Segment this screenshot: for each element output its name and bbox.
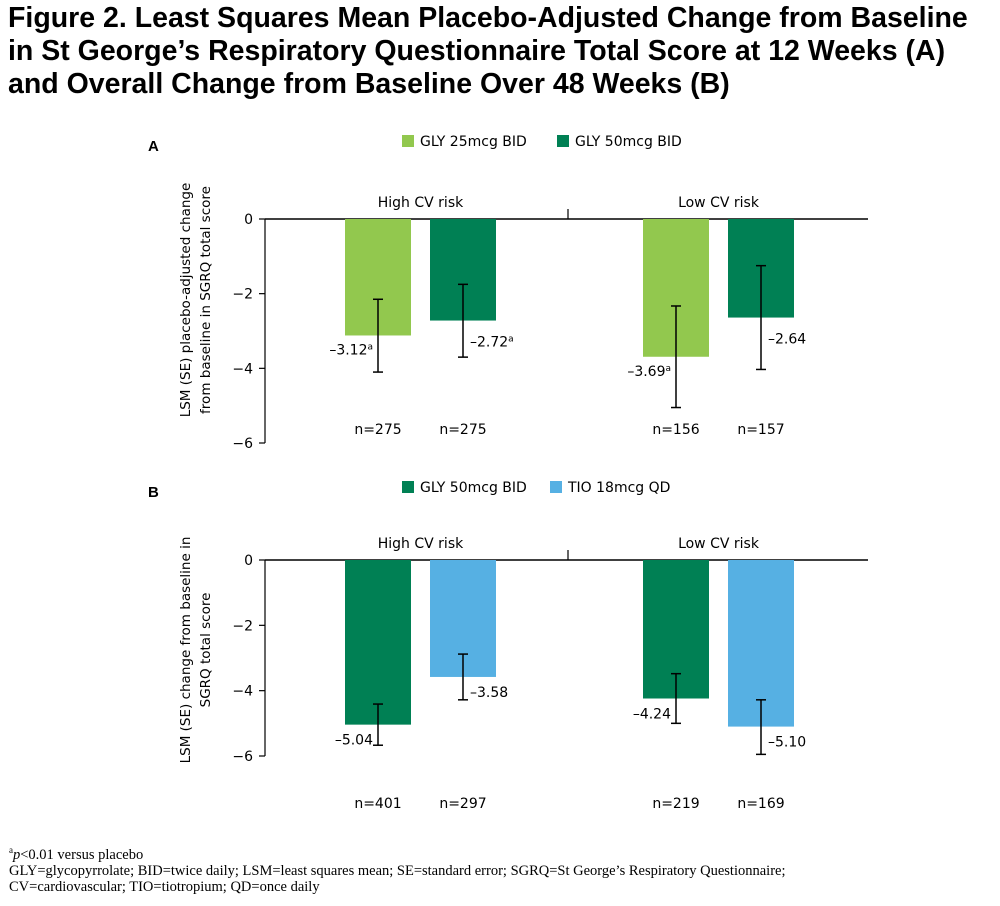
chart-panel-b: B GLY 50mcg BID TIO 18mcg QD LSM (SE) chang… bbox=[148, 480, 868, 812]
n-label: n=157 bbox=[737, 422, 784, 438]
data-label-superscript: a bbox=[665, 364, 671, 374]
y-axis-label: LSM (SE) placebo-adjusted change bbox=[178, 183, 194, 418]
legend-label: GLY 25mcg BID bbox=[420, 134, 527, 150]
data-label-superscript: a bbox=[367, 342, 373, 352]
legend-swatch bbox=[557, 135, 569, 147]
n-label: n=297 bbox=[439, 796, 486, 812]
category-label: High CV risk bbox=[378, 536, 464, 552]
legend-swatch bbox=[402, 135, 414, 147]
footnote-significance-text: <0.01 versus placebo bbox=[20, 846, 144, 863]
legend-label: GLY 50mcg BID bbox=[575, 134, 682, 150]
footnote-superscript: a bbox=[9, 845, 13, 855]
bar bbox=[728, 560, 794, 727]
n-label: n=275 bbox=[439, 422, 486, 438]
chart-panel-a: A GLY 25mcg BID GLY 50mcg BID LSM (SE) plac… bbox=[148, 134, 868, 452]
category-label: Low CV risk bbox=[678, 536, 760, 552]
y-tick-label: −4 bbox=[232, 684, 253, 700]
data-label-superscript: a bbox=[508, 335, 514, 345]
y-tick-label: −6 bbox=[232, 436, 253, 452]
data-label: –4.24 bbox=[633, 707, 671, 723]
category-label: Low CV risk bbox=[678, 195, 760, 211]
y-tick-label: −4 bbox=[232, 361, 253, 377]
data-label: –3.12a bbox=[329, 342, 373, 358]
legend-swatch bbox=[550, 481, 562, 493]
y-axis-label: from baseline in SGRQ total score bbox=[198, 186, 214, 414]
figure-title-line-3: and Overall Change from Baseline Over 48… bbox=[8, 68, 730, 100]
n-label: n=156 bbox=[652, 422, 699, 438]
legend-swatch bbox=[402, 481, 414, 493]
panel-letter: B bbox=[148, 484, 159, 501]
figure-title-line-1: Figure 2. Least Squares Mean Placebo-Adj… bbox=[8, 2, 968, 34]
data-label: –2.72a bbox=[470, 335, 514, 351]
y-axis-label: LSM (SE) change from baseline in bbox=[178, 537, 194, 764]
data-label: –3.58 bbox=[470, 685, 508, 701]
category-label: High CV risk bbox=[378, 195, 464, 211]
n-label: n=169 bbox=[737, 796, 784, 812]
legend-label: TIO 18mcg QD bbox=[567, 480, 670, 496]
y-tick-label: 0 bbox=[244, 212, 253, 228]
y-tick-label: 0 bbox=[244, 553, 253, 569]
footnotes: ap<0.01 versus placebo GLY=glycopyrrolat… bbox=[9, 842, 994, 895]
figure-title-line-2: in St George’s Respiratory Questionnaire… bbox=[8, 35, 946, 67]
legend-label: GLY 50mcg BID bbox=[420, 480, 527, 496]
data-label: –5.10 bbox=[768, 735, 806, 751]
data-label: –2.64 bbox=[768, 332, 806, 348]
n-label: n=275 bbox=[354, 422, 401, 438]
panel-letter: A bbox=[148, 138, 159, 155]
y-tick-label: −2 bbox=[232, 618, 253, 634]
bar bbox=[345, 560, 411, 725]
footnote-abbreviations-1: GLY=glycopyrrolate; BID=twice daily; LSM… bbox=[9, 862, 786, 879]
y-axis-label: SGRQ total score bbox=[198, 593, 214, 708]
footnote-abbreviations-2: CV=cardiovascular; TIO=tiotropium; QD=on… bbox=[9, 878, 320, 895]
footnote-p-italic: p bbox=[13, 846, 21, 863]
data-label: –3.69a bbox=[627, 364, 671, 380]
footnote-significance: ap<0.01 versus placebo bbox=[9, 842, 994, 863]
y-tick-label: −2 bbox=[232, 287, 253, 303]
n-label: n=219 bbox=[652, 796, 699, 812]
figure-title: Figure 2. Least Squares Mean Placebo-Adj… bbox=[8, 2, 993, 101]
n-label: n=401 bbox=[354, 796, 401, 812]
y-tick-label: −6 bbox=[232, 749, 253, 765]
data-label: –5.04 bbox=[335, 733, 373, 749]
